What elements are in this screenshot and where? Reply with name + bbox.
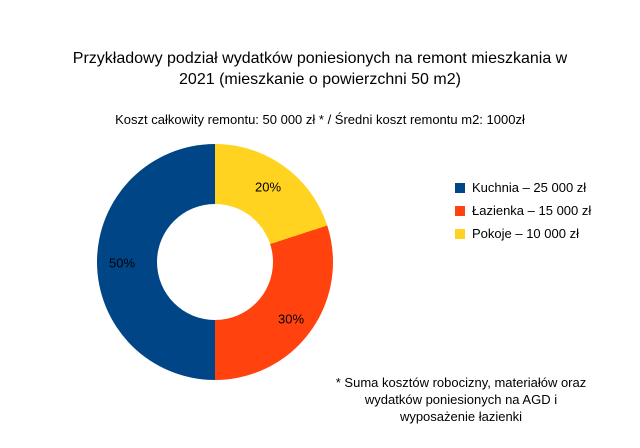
- legend-item: Kuchnia – 25 000 zł: [455, 180, 591, 195]
- legend-swatch: [455, 182, 465, 193]
- legend-label: Łazienka – 15 000 zł: [472, 203, 592, 218]
- legend-swatch: [455, 228, 465, 239]
- donut-hole: [157, 204, 273, 320]
- slice-label-kuchnia: 50%: [108, 255, 136, 271]
- legend-item: Pokoje – 10 000 zł: [455, 226, 591, 241]
- footnote: * Suma kosztów robocizny, materiałów ora…: [335, 375, 587, 424]
- chart-subtitle: Koszt całkowity remontu: 50 000 zł * / Ś…: [115, 112, 525, 127]
- chart-title: Przykładowy podział wydatków poniesionyc…: [72, 50, 568, 88]
- slice-label-lazienka: 30%: [277, 311, 305, 327]
- slice-label-pokoje: 20%: [254, 179, 282, 195]
- legend-label: Pokoje – 10 000 zł: [472, 226, 579, 241]
- legend: Kuchnia – 25 000 zł Łazienka – 15 000 zł P…: [455, 180, 591, 249]
- legend-item: Łazienka – 15 000 zł: [455, 203, 591, 218]
- legend-label: Kuchnia – 25 000 zł: [472, 180, 587, 195]
- donut-chart: 50% 30% 20%: [97, 144, 333, 380]
- legend-swatch: [455, 205, 465, 216]
